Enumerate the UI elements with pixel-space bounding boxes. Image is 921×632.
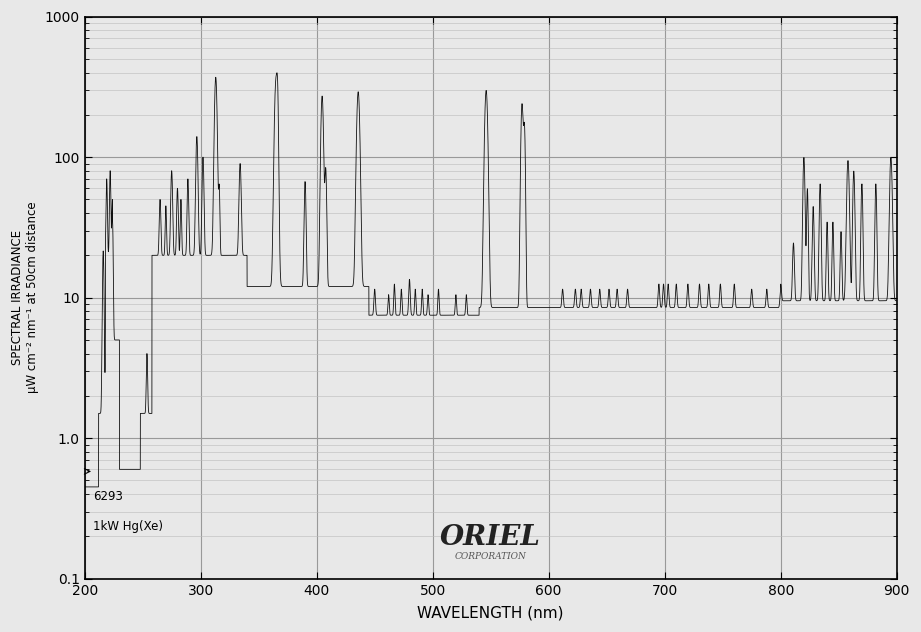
Text: 1kW Hg(Xe): 1kW Hg(Xe) [93,520,163,533]
Text: 6293: 6293 [93,490,122,503]
Text: CORPORATION: CORPORATION [455,552,527,561]
X-axis label: WAVELENGTH (nm): WAVELENGTH (nm) [417,606,564,621]
Y-axis label: SPECTRAL IRRADIANCE
μW cm⁻² nm⁻¹ at 50cm distance: SPECTRAL IRRADIANCE μW cm⁻² nm⁻¹ at 50cm… [11,202,39,394]
Text: ORIEL: ORIEL [440,525,542,552]
